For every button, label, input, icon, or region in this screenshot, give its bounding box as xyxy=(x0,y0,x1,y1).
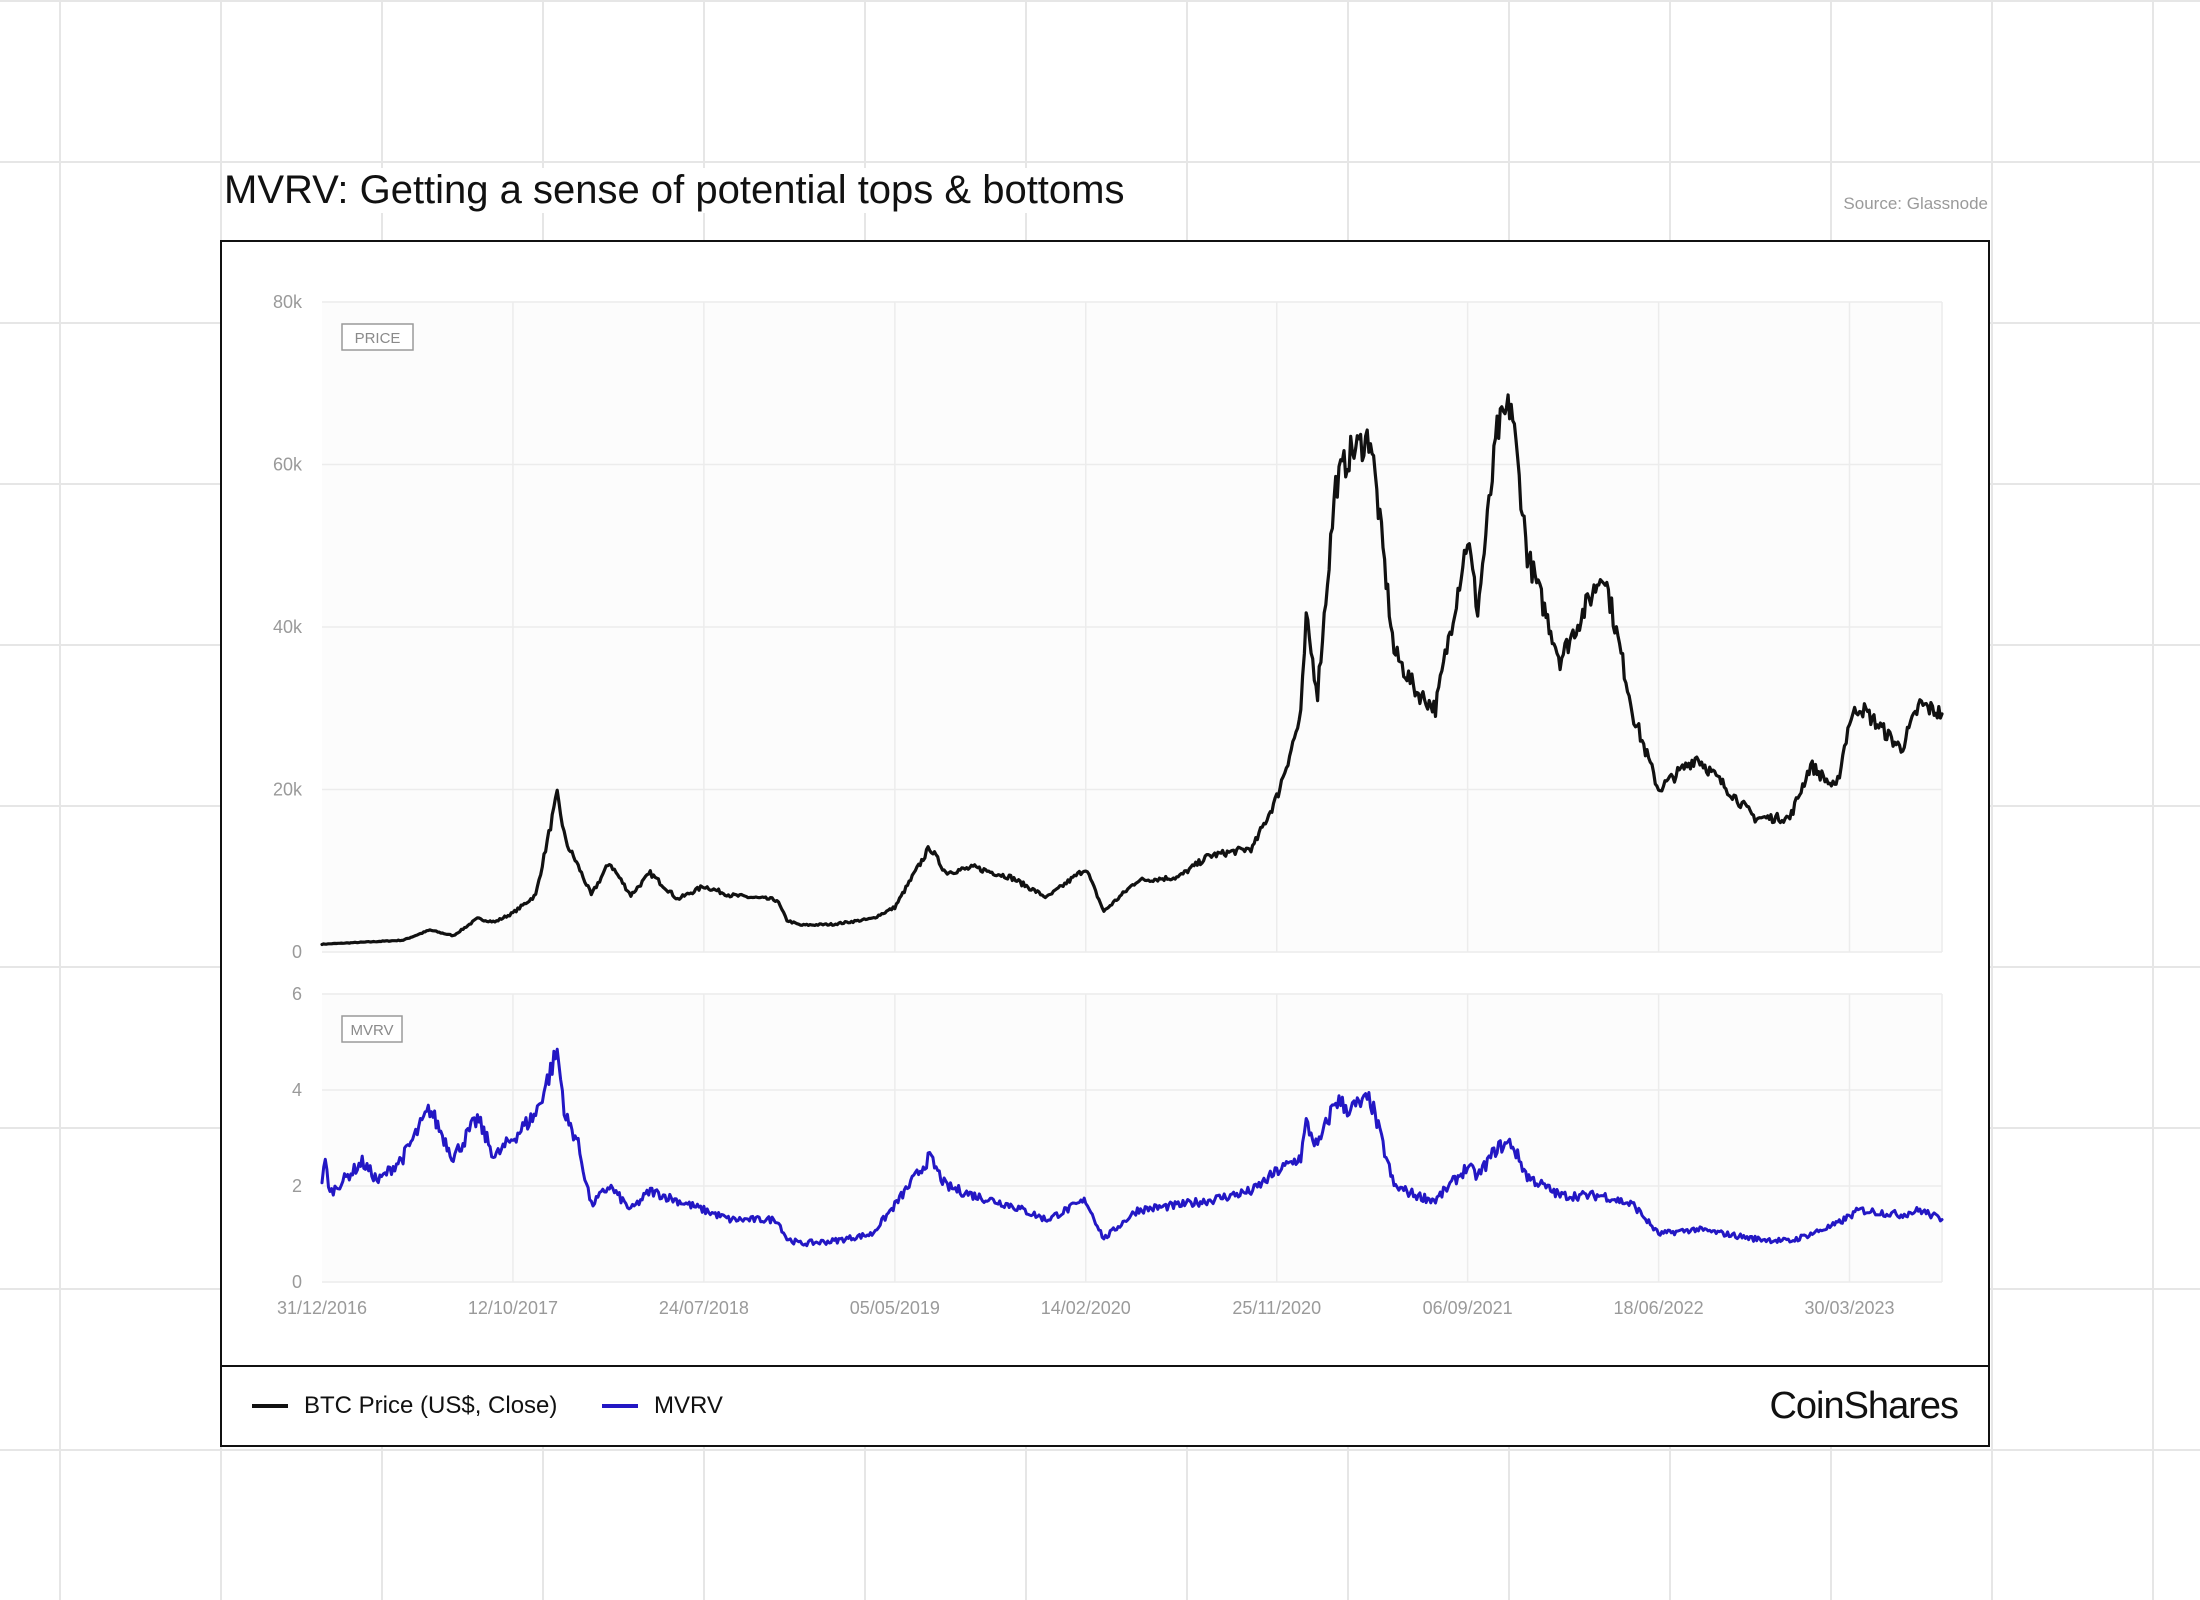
x-tick-label: 30/03/2023 xyxy=(1804,1298,1894,1318)
price-line xyxy=(320,393,1944,947)
legend-label-price: BTC Price (US$, Close) xyxy=(304,1392,558,1419)
y-tick-label: 20k xyxy=(273,780,303,800)
y-tick-label: 4 xyxy=(292,1080,302,1100)
chart-svg: 0 20k 40k 60k 80k PRICE 0 2 4 6 31/12/2016 12/10/20… xyxy=(273,292,1944,1318)
legend-item-mvrv[interactable]: MVRV xyxy=(602,1392,723,1420)
chart-frame: 0 20k 40k 60k 80k PRICE 0 2 4 6 31/12/2016 12/10/20… xyxy=(220,240,1990,1447)
y-tick-label: 2 xyxy=(292,1176,302,1196)
x-tick-label: 18/06/2022 xyxy=(1614,1298,1704,1318)
x-tick-label: 14/02/2020 xyxy=(1041,1298,1131,1318)
legend-swatch-mvrv xyxy=(602,1404,638,1408)
legend-bar: BTC Price (US$, Close) MVRV CoinShares xyxy=(222,1365,1988,1445)
panel-label: PRICE xyxy=(341,323,414,351)
chart-source: Source: Glassnode xyxy=(1841,194,1990,214)
x-tick-label: 31/12/2016 xyxy=(277,1298,367,1318)
panel-label-box xyxy=(341,323,414,351)
y-tick-label: 40k xyxy=(273,617,303,637)
panel-label: MVRV xyxy=(341,1015,403,1043)
panel-label-text: MVRV xyxy=(350,1022,393,1039)
legend-label-mvrv: MVRV xyxy=(654,1392,723,1419)
panel-label-box xyxy=(341,1015,403,1043)
x-tick-label: 05/05/2019 xyxy=(850,1298,940,1318)
x-tick-label: 24/07/2018 xyxy=(659,1298,749,1318)
brand-logo: CoinShares xyxy=(1769,1385,1959,1427)
legend-item-price[interactable]: BTC Price (US$, Close) xyxy=(252,1392,557,1420)
x-tick-label: 12/10/2017 xyxy=(468,1298,558,1318)
y-tick-label: 6 xyxy=(292,984,302,1004)
panel-label-text: PRICE xyxy=(355,330,401,347)
chart-title: MVRV: Getting a sense of potential tops … xyxy=(222,168,1129,213)
y-tick-label: 0 xyxy=(292,1272,302,1292)
mvrv-line xyxy=(320,1047,1944,1248)
legend-swatch-price xyxy=(252,1404,288,1408)
x-tick-label: 06/09/2021 xyxy=(1423,1298,1513,1318)
y-tick-label: 0 xyxy=(292,942,302,962)
plot-area xyxy=(322,994,1942,1282)
x-tick-label: 25/11/2020 xyxy=(1232,1298,1321,1318)
y-tick-label: 80k xyxy=(273,292,303,312)
y-tick-label: 60k xyxy=(273,455,303,475)
